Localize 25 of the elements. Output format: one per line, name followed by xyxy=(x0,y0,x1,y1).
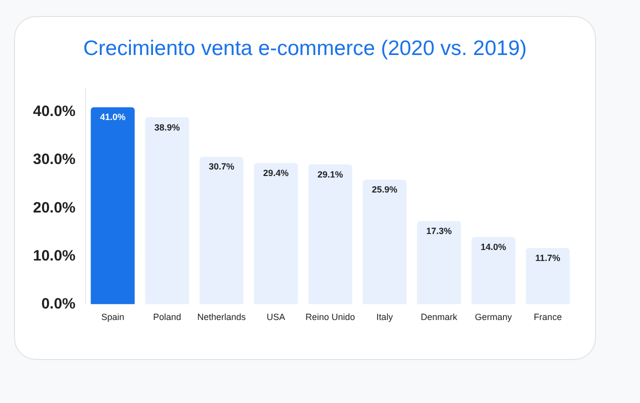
x-tick-label: Germany xyxy=(474,312,512,322)
x-tick-label: Italy xyxy=(376,312,394,322)
x-tick-label: France xyxy=(534,312,562,322)
data-label: 17.3% xyxy=(426,226,452,236)
data-label: 11.7% xyxy=(535,252,560,263)
x-tick-label: Poland xyxy=(153,312,182,322)
data-label: 14.0% xyxy=(480,242,506,252)
data-label: 25.9% xyxy=(372,184,398,195)
x-tick-label: Netherlands xyxy=(197,312,246,322)
data-label: 38.9% xyxy=(154,122,180,132)
x-tick-label: USA xyxy=(266,312,286,322)
data-label: 29.4% xyxy=(263,168,289,178)
y-tick-label: 20.0% xyxy=(32,199,76,216)
data-label: 29.1% xyxy=(318,169,344,180)
y-tick-label: 40.0% xyxy=(32,103,76,120)
x-tick-label: Reino Unido xyxy=(306,312,356,322)
bar xyxy=(90,107,135,304)
y-tick-label: 10.0% xyxy=(32,247,76,264)
x-tick-label: Denmark xyxy=(420,312,458,322)
x-tick-label: Spain xyxy=(101,312,124,322)
data-label: 30.7% xyxy=(208,162,234,172)
y-tick-label: 0.0% xyxy=(41,295,76,312)
chart-title: Crecimiento venta e-commerce (2020 vs. 2019) xyxy=(82,37,528,61)
y-tick-label: 30.0% xyxy=(32,151,76,168)
data-label: 41.0% xyxy=(100,112,126,122)
